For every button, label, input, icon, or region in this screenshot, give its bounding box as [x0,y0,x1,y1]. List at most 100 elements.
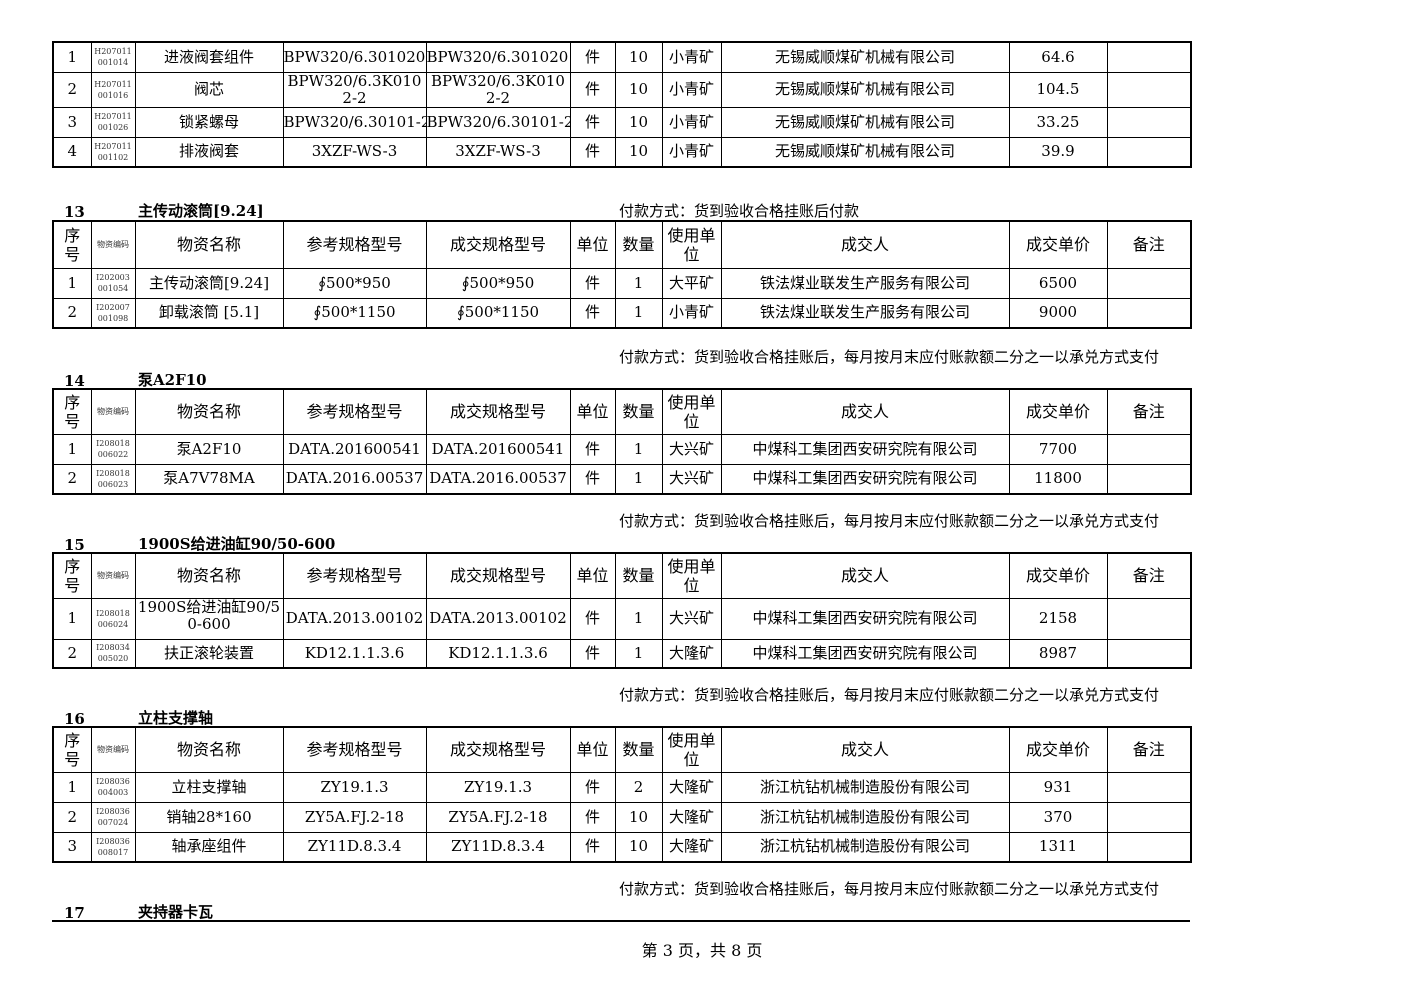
header-code: 物资编码 [90,726,136,773]
cell-qty: 1 [614,638,663,669]
section-number: 17 [64,904,85,922]
cell-code: I208036 007024 [90,801,136,833]
cell-seq: 2 [52,463,92,495]
cell-seq: 2 [52,801,92,833]
header-code: 物资编码 [90,388,136,435]
table-row: 1 I208036 004003 立柱支撑轴 ZY19.1.3 ZY19.1.3 件 2 大隆… [52,771,1192,803]
header-remark: 备注 [1106,220,1192,269]
cell-supplier: 浙江杭钻机械制造股份有限公司 [720,801,1010,833]
header-unit: 单位 [569,726,616,773]
page-footer: 第 3 页，共 8 页 [641,941,763,960]
cell-deal-spec: BPW320/6.30101-2 [425,106,571,138]
section-title: 17 夹持器卡瓦 [52,902,1190,922]
table-row: 4 H207011 001102 排液阀套 3XZF-WS-3 3XZF-WS-3 件 10… [52,136,1192,168]
cell-qty: 1 [614,297,663,329]
cell-remark [1106,41,1192,73]
header-seq: 序号 [52,388,92,435]
header-price: 成交单价 [1008,220,1108,269]
cell-qty: 1 [614,267,663,299]
cell-deal-spec: DATA.201600541 [425,433,571,465]
cell-seq: 1 [52,267,92,299]
cell-name: 阀芯 [134,71,284,108]
header-user-unit: 使用单位 [661,552,722,599]
section-name: 主传动滚筒[9.24] [138,202,264,220]
header-ref-spec: 参考规格型号 [282,388,427,435]
header-remark: 备注 [1106,726,1192,773]
cell-price: 931 [1008,771,1108,803]
header-seq: 序号 [52,552,92,599]
section-title: 13 主传动滚筒[9.24] [52,201,1190,221]
cell-supplier: 无锡威顺煤矿机械有限公司 [720,136,1010,168]
cell-code: I202007 001098 [90,297,136,329]
cell-supplier: 无锡威顺煤矿机械有限公司 [720,71,1010,108]
cell-supplier: 中煤科工集团西安研究院有限公司 [720,433,1010,465]
cell-price: 104.5 [1008,71,1108,108]
cell-code: H207011 001014 [90,41,136,73]
header-supplier: 成交人 [720,726,1010,773]
cell-supplier: 铁法煤业联发生产服务有限公司 [720,297,1010,329]
cell-supplier: 无锡威顺煤矿机械有限公司 [720,106,1010,138]
cell-ref-spec: ∮500*950 [282,267,427,299]
cell-ref-spec: DATA.2013.00102 [282,597,427,640]
cell-code: I208034 005020 [90,638,136,669]
cell-remark [1106,597,1192,640]
cell-supplier: 无锡威顺煤矿机械有限公司 [720,41,1010,73]
table-row: 2 I208034 005020 扶正滚轮装置 KD12.1.1.3.6 KD12.1.… [52,638,1192,669]
header-ref-spec: 参考规格型号 [282,726,427,773]
header-qty: 数量 [614,726,663,773]
cell-ref-spec: ∮500*1150 [282,297,427,329]
section-title: 16 立柱支撑轴 [52,708,1190,728]
table-row: 2 I208036 007024 销轴28*160 ZY5A.FJ.2-18 ZY5A.… [52,801,1192,833]
cell-ref-spec: 3XZF-WS-3 [282,136,427,168]
cell-name: 轴承座组件 [134,831,284,863]
header-remark: 备注 [1106,388,1192,435]
cell-unit: 件 [569,106,616,138]
cell-code: H207011 001016 [90,71,136,108]
cell-user-unit: 大隆矿 [661,771,722,803]
cell-seq: 1 [52,771,92,803]
items-table: 1 H207011 001014 进液阀套组件 BPW320/6.3010201 BPW… [52,41,1192,168]
cell-deal-spec: ZY19.1.3 [425,771,571,803]
section-rule [52,920,1190,922]
cell-remark [1106,638,1192,669]
cell-name: 主传动滚筒[9.24] [134,267,284,299]
cell-supplier: 中煤科工集团西安研究院有限公司 [720,463,1010,495]
header-price: 成交单价 [1008,726,1108,773]
header-code: 物资编码 [90,552,136,599]
header-row: 序号 物资编码 物资名称 参考规格型号 成交规格型号 单位 数量 使用单位 成交人 成交单价 备注 [52,220,1192,269]
cell-qty: 10 [614,106,663,138]
cell-qty: 2 [614,771,663,803]
cell-user-unit: 大兴矿 [661,463,722,495]
header-supplier: 成交人 [720,220,1010,269]
section-number: 16 [64,710,85,728]
section-title: 14 泵A2F10 [52,370,1190,390]
header-ref-spec: 参考规格型号 [282,220,427,269]
cell-seq: 1 [52,433,92,465]
cell-qty: 10 [614,41,663,73]
header-unit: 单位 [569,220,616,269]
cell-code: H207011 001026 [90,106,136,138]
cell-remark [1106,801,1192,833]
section-table-wrap: 序号 物资编码 物资名称 参考规格型号 成交规格型号 单位 数量 使用单位 成交人 成交单价 备注 1… [52,552,1192,669]
header-price: 成交单价 [1008,552,1108,599]
header-remark: 备注 [1106,552,1192,599]
header-name: 物资名称 [134,220,284,269]
cell-price: 7700 [1008,433,1108,465]
header-name: 物资名称 [134,388,284,435]
cell-user-unit: 小青矿 [661,297,722,329]
cell-unit: 件 [569,297,616,329]
payment-terms: 付款方式：货到验收合格挂账后，每月按月末应付账款额二分之一以承兑方式支付 [619,880,1160,898]
cell-price: 370 [1008,801,1108,833]
cell-remark [1106,463,1192,495]
cell-remark [1106,136,1192,168]
header-supplier: 成交人 [720,388,1010,435]
section-number: 14 [64,372,85,390]
cell-remark [1106,267,1192,299]
cell-user-unit: 大兴矿 [661,433,722,465]
header-deal-spec: 成交规格型号 [425,726,571,773]
items-table: 序号 物资编码 物资名称 参考规格型号 成交规格型号 单位 数量 使用单位 成交人 成交单价 备注 1… [52,726,1192,863]
cell-unit: 件 [569,771,616,803]
table-row: 3 I208036 008017 轴承座组件 ZY11D.8.3.4 ZY11D.8.3… [52,831,1192,863]
header-row: 序号 物资编码 物资名称 参考规格型号 成交规格型号 单位 数量 使用单位 成交人 成交单价 备注 [52,552,1192,599]
header-row: 序号 物资编码 物资名称 参考规格型号 成交规格型号 单位 数量 使用单位 成交人 成交单价 备注 [52,388,1192,435]
